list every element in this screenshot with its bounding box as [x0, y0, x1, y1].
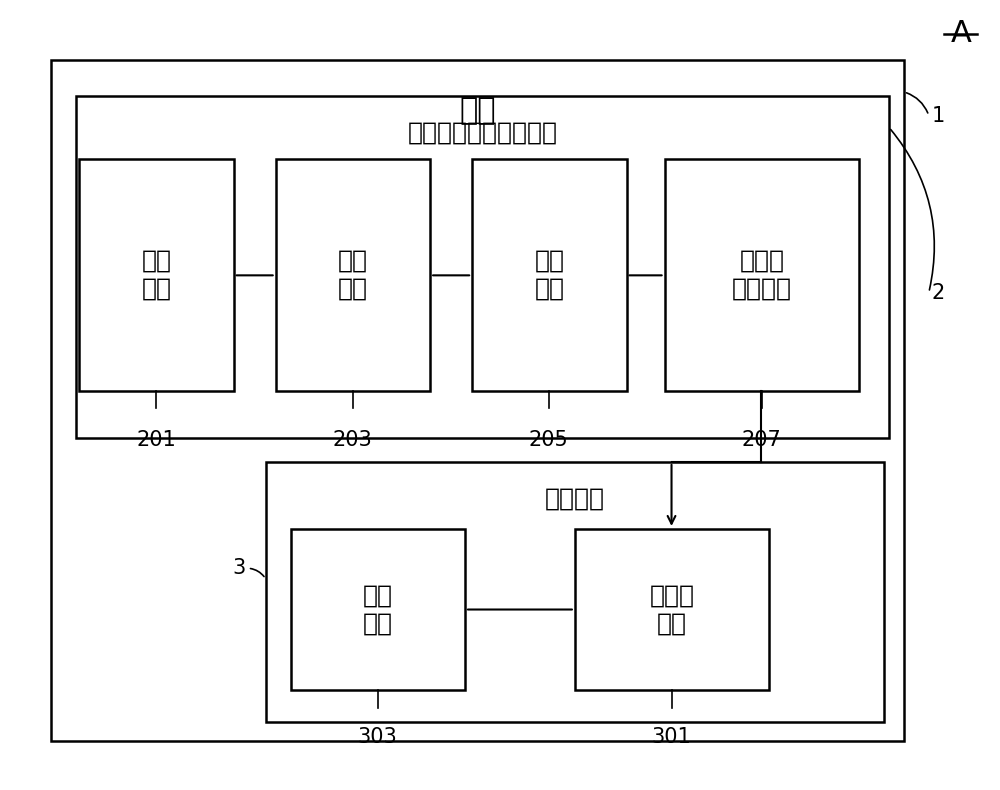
Text: 光信号
处理电路: 光信号 处理电路: [732, 249, 792, 301]
Text: 存储
电路: 存储 电路: [363, 584, 393, 635]
Bar: [291, 529, 465, 690]
Text: 301: 301: [652, 728, 691, 747]
Text: A: A: [950, 19, 971, 47]
Text: 光侦
测器: 光侦 测器: [534, 249, 564, 301]
Bar: [76, 96, 889, 438]
Bar: [276, 159, 430, 391]
Text: 驱动
电路: 驱动 电路: [141, 249, 171, 301]
Bar: [472, 159, 627, 391]
Text: 3: 3: [232, 559, 246, 578]
Text: 1: 1: [932, 106, 945, 126]
Text: 203: 203: [333, 431, 372, 450]
Text: 205: 205: [529, 431, 569, 450]
Bar: [575, 529, 769, 690]
Bar: [79, 159, 234, 391]
Bar: [665, 159, 859, 391]
Bar: [51, 60, 904, 741]
Text: 发光
元件: 发光 元件: [338, 249, 368, 301]
Text: 303: 303: [357, 728, 397, 747]
Text: 201: 201: [136, 431, 176, 450]
Text: 壳体: 壳体: [459, 96, 496, 125]
Text: 207: 207: [741, 431, 781, 450]
Bar: [266, 462, 884, 722]
Text: 转换电路: 转换电路: [545, 487, 605, 511]
Text: 2: 2: [932, 283, 945, 303]
Text: 微控制
电路: 微控制 电路: [650, 584, 695, 635]
Text: 光体积变化描记图电路: 光体积变化描记图电路: [408, 121, 558, 145]
